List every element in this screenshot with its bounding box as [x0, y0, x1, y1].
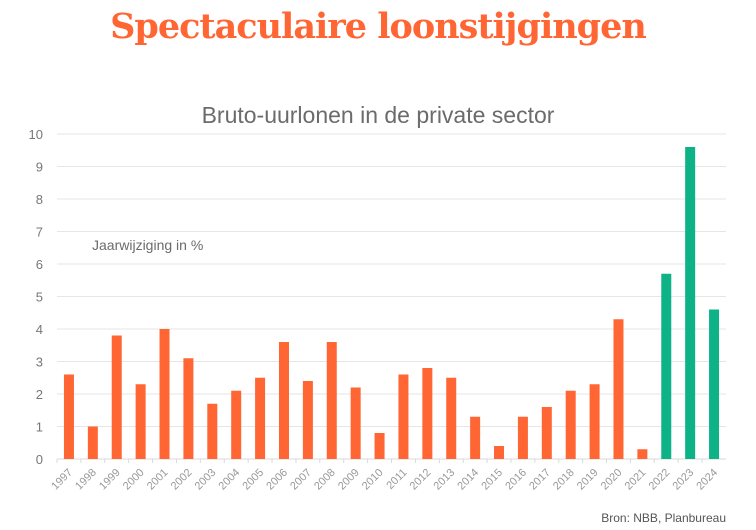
- x-tick-label: 2001: [145, 467, 171, 493]
- bar-2009: [350, 387, 361, 459]
- x-tick-label: 2013: [432, 467, 458, 493]
- bar-1998: [87, 426, 98, 459]
- x-tick-label: 2008: [312, 467, 338, 493]
- x-tick-label: 2007: [288, 467, 314, 493]
- x-tick-label: 1998: [73, 467, 99, 493]
- bar-2021: [637, 449, 648, 459]
- bar-2011: [398, 374, 409, 459]
- bar-2006: [278, 342, 289, 459]
- bar-2005: [255, 377, 266, 459]
- bar-2018: [565, 390, 576, 459]
- source-note: Bron: NBB, Planbureau: [601, 511, 726, 525]
- x-tick-label: 2002: [169, 467, 195, 493]
- bar-2004: [231, 390, 242, 459]
- x-tick-label: 2022: [647, 467, 673, 493]
- y-tick-label: 6: [36, 257, 43, 272]
- y-tick-label: 9: [36, 160, 43, 175]
- x-tick-label: 2019: [575, 467, 601, 493]
- bar-2017: [541, 407, 552, 459]
- y-tick-label: 10: [29, 127, 43, 142]
- x-tick-label: 2005: [240, 467, 266, 493]
- bar-2010: [374, 433, 385, 459]
- bar-2008: [326, 342, 337, 459]
- y-tick-label: 7: [36, 225, 43, 240]
- y-tick-label: 3: [36, 355, 43, 370]
- y-tick-label: 8: [36, 192, 43, 207]
- x-tick-label: 2017: [527, 467, 553, 493]
- bar-2024: [709, 309, 720, 459]
- x-tick-label: 2024: [694, 467, 720, 493]
- x-tick-label: 2009: [336, 467, 362, 493]
- x-tick-label: 2012: [408, 467, 434, 493]
- y-tick-label: 4: [36, 322, 43, 337]
- x-tick-label: 2000: [121, 467, 147, 493]
- bar-2000: [135, 384, 146, 459]
- bar-2014: [470, 416, 481, 459]
- bar-2012: [422, 368, 433, 459]
- chart-title: Bruto-uurlonen in de private sector: [202, 102, 555, 128]
- bar-2016: [517, 416, 528, 459]
- x-tick-label: 2015: [479, 467, 505, 493]
- bar-1999: [111, 335, 122, 459]
- x-tick-label: 1997: [49, 467, 75, 493]
- bar-2007: [302, 381, 313, 459]
- x-tick-label: 2023: [670, 467, 696, 493]
- x-tick-label: 2020: [599, 467, 625, 493]
- y-tick-label: 0: [36, 452, 43, 467]
- x-tick-label: 2004: [217, 467, 243, 493]
- bar-2003: [207, 403, 218, 459]
- x-tick-label: 2021: [623, 467, 649, 493]
- bar-2020: [613, 319, 624, 459]
- x-tick-label: 2010: [360, 467, 386, 493]
- bar-2019: [589, 384, 600, 459]
- y-tick-label: 5: [36, 290, 43, 305]
- x-tick-label: 2011: [384, 467, 409, 492]
- x-tick-label: 2014: [455, 467, 481, 493]
- x-tick-label: 1999: [97, 467, 123, 493]
- x-tick-label: 2006: [264, 467, 290, 493]
- bar-2015: [494, 446, 505, 459]
- bar-2002: [183, 358, 194, 459]
- x-tick-label: 2018: [551, 467, 577, 493]
- chart-annotation: Jaarwijziging in %: [92, 237, 203, 253]
- bar-1997: [63, 374, 74, 459]
- y-tick-label: 1: [36, 420, 43, 435]
- headline: Spectaculaire loonstijgingen: [110, 6, 647, 47]
- bar-2013: [446, 377, 457, 459]
- x-tick-label: 2016: [503, 467, 529, 493]
- bar-2001: [159, 329, 170, 459]
- bar-2022: [661, 273, 672, 459]
- y-tick-label: 2: [36, 387, 43, 402]
- bar-2023: [685, 147, 696, 459]
- x-tick-label: 2003: [193, 467, 219, 493]
